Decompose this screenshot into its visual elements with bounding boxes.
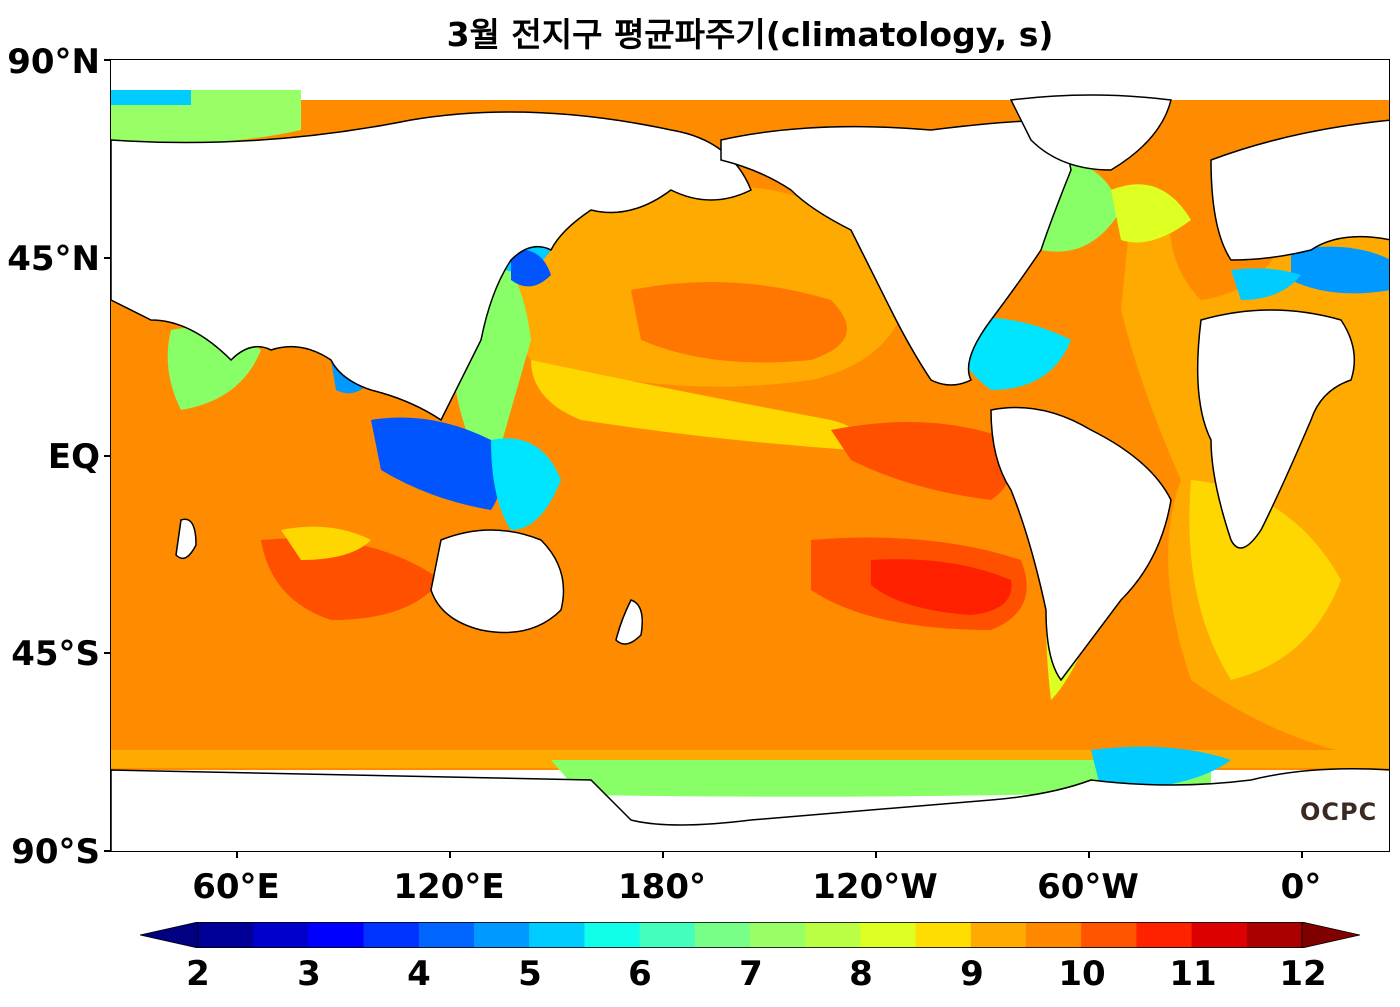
lon-tick bbox=[449, 852, 451, 858]
land-north-america bbox=[720, 119, 1072, 386]
land-antarctica bbox=[111, 768, 1389, 851]
colorbar-segment bbox=[198, 922, 254, 948]
lon-tick bbox=[236, 852, 238, 858]
lon-label-120e: 120°E bbox=[393, 867, 505, 907]
colorbar-tick-label: 11 bbox=[1169, 954, 1217, 994]
land-europe bbox=[1210, 119, 1389, 261]
lat-label-45n: 45°N bbox=[7, 239, 100, 279]
antarctic-green bbox=[551, 760, 1211, 797]
arctic-cyan bbox=[111, 90, 191, 105]
equatorial-yellow bbox=[531, 360, 858, 450]
map-panel bbox=[110, 59, 1390, 852]
colorbar-segment bbox=[584, 922, 641, 948]
land-greenland bbox=[1009, 94, 1172, 171]
lon-tick bbox=[1088, 852, 1090, 858]
colorbar-segment bbox=[1081, 922, 1137, 948]
colorbar-tick-label: 3 bbox=[297, 954, 321, 994]
colorbar-outline bbox=[197, 922, 1303, 948]
southern-ocean-band bbox=[111, 600, 1389, 760]
lat-label-90n: 90°N bbox=[7, 42, 100, 82]
lon-label-0: 0° bbox=[1280, 867, 1322, 907]
colorbar-tick-label: 4 bbox=[407, 954, 431, 994]
lat-label-eq: EQ bbox=[47, 437, 100, 477]
lat-tick bbox=[104, 455, 110, 457]
lon-label-60e: 60°E bbox=[192, 867, 280, 907]
colorbar-tick-label: 6 bbox=[628, 954, 652, 994]
north-pacific-deep-orange bbox=[631, 282, 847, 363]
colorbar-tick-label: 7 bbox=[739, 954, 763, 994]
colorbar-tick-label: 2 bbox=[186, 954, 210, 994]
lon-label-60w: 60°W bbox=[1037, 867, 1139, 907]
wave-period-map bbox=[111, 90, 1389, 851]
lon-label-180: 180° bbox=[618, 867, 706, 907]
land bbox=[111, 94, 1389, 851]
colorbar-segment bbox=[474, 922, 530, 948]
colorbar-tick-label: 8 bbox=[849, 954, 873, 994]
colorbar-tick-label: 5 bbox=[518, 954, 542, 994]
colorbar-segment bbox=[860, 922, 917, 948]
land-south-america bbox=[990, 406, 1172, 682]
lon-label-120w: 120°W bbox=[812, 867, 938, 907]
med-cyan bbox=[1231, 268, 1301, 300]
colorbar-segment bbox=[805, 922, 861, 948]
lat-tick bbox=[104, 257, 110, 259]
lat-label-45s: 45°S bbox=[11, 634, 100, 674]
east-asia-blue bbox=[511, 249, 551, 287]
colorbar-segment bbox=[253, 922, 309, 948]
land-africa bbox=[1196, 309, 1356, 549]
land-asia bbox=[111, 111, 752, 422]
colorbar-tick-label: 10 bbox=[1058, 954, 1106, 994]
colorbar-segment bbox=[1136, 922, 1193, 948]
colorbar-segment bbox=[1246, 922, 1303, 948]
lat-tick bbox=[104, 850, 110, 852]
south-pacific-core bbox=[871, 559, 1012, 615]
colorbar-segment bbox=[915, 922, 972, 948]
land-australia bbox=[430, 529, 565, 634]
lat-tick bbox=[104, 59, 110, 61]
colorbar-segment bbox=[418, 922, 475, 948]
maritime-cyan bbox=[491, 438, 561, 530]
indian-ocean-yellow bbox=[281, 526, 371, 560]
map-title: 3월 전지구 평균파주기(climatology, s) bbox=[446, 15, 1054, 54]
east-pacific-red bbox=[831, 422, 1014, 500]
colorbar-segment bbox=[639, 922, 696, 948]
lat-tick bbox=[104, 652, 110, 654]
ocpc-logo: OCPC bbox=[1300, 798, 1378, 826]
colorbar-segment bbox=[694, 922, 751, 948]
colorbar-extend-max bbox=[1301, 922, 1360, 948]
colorbar-segment bbox=[363, 922, 420, 948]
maritime-blue bbox=[371, 417, 501, 510]
north-atlantic-lime bbox=[1111, 184, 1191, 243]
lon-tick bbox=[1301, 852, 1303, 858]
colorbar-segment bbox=[1026, 922, 1082, 948]
colorbar-tick-label: 12 bbox=[1279, 954, 1327, 994]
colorbar-segment bbox=[1191, 922, 1248, 948]
colorbar-segment bbox=[308, 922, 365, 948]
colorbar-extend-min bbox=[140, 922, 199, 948]
mediterranean-blue bbox=[1291, 246, 1389, 294]
lon-tick bbox=[662, 852, 664, 858]
colorbar-segment bbox=[970, 922, 1027, 948]
colorbar-tick-label: 9 bbox=[960, 954, 984, 994]
lat-label-90s: 90°S bbox=[11, 832, 100, 872]
colorbar-segment bbox=[529, 922, 585, 948]
weddell-cyan bbox=[1091, 746, 1231, 790]
colorbar-segment bbox=[750, 922, 806, 948]
colorbar bbox=[140, 922, 1360, 948]
lon-tick bbox=[875, 852, 877, 858]
land-madagascar bbox=[175, 518, 197, 560]
land-new-zealand bbox=[615, 599, 643, 645]
